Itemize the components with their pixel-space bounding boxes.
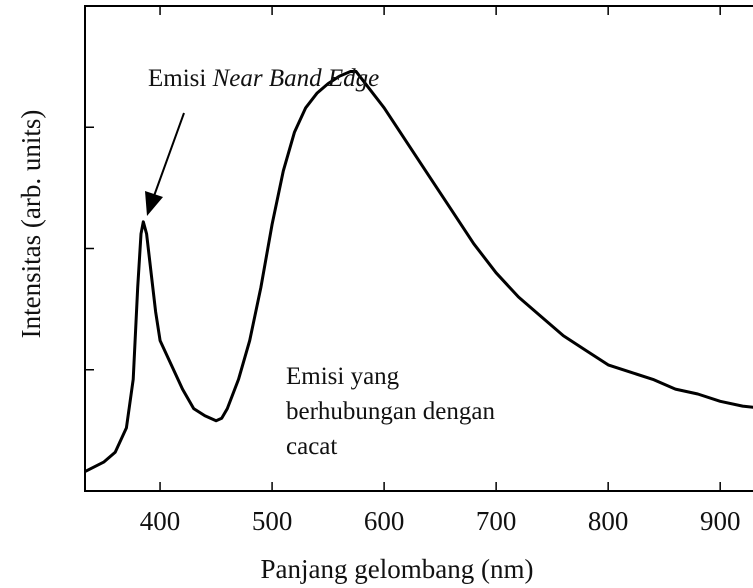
annotation-arrow-shaft (153, 112, 185, 197)
x-tick-label: 700 (476, 506, 517, 536)
x-axis-title: Panjang gelombang (nm) (261, 554, 534, 584)
y-ticks (85, 126, 94, 371)
annotation-defect-line-3: cacat (286, 433, 337, 460)
x-ticks: 400 500 600 700 800 900 (140, 6, 741, 536)
x-tick-label: 400 (140, 506, 181, 536)
annotation-defect-line-1: Emisi yang (286, 363, 400, 390)
x-tick-label: 500 (252, 506, 293, 536)
y-axis-title: Intensitas (arb. units) (16, 110, 46, 339)
x-tick-label: 800 (588, 506, 629, 536)
annotation-near-band-edge-prefix: Emisi (148, 65, 213, 92)
annotation-defect-line-2: berhubungan dengan (286, 398, 495, 425)
x-tick-label: 900 (700, 506, 741, 536)
annotation-arrow-head (145, 191, 163, 216)
annotation-near-band-edge-italic: Near Band Edge (212, 65, 380, 92)
annotation-near-band-edge: Emisi Near Band Edge (148, 65, 379, 92)
spectrum-line (84, 70, 753, 473)
x-tick-label: 600 (364, 506, 405, 536)
